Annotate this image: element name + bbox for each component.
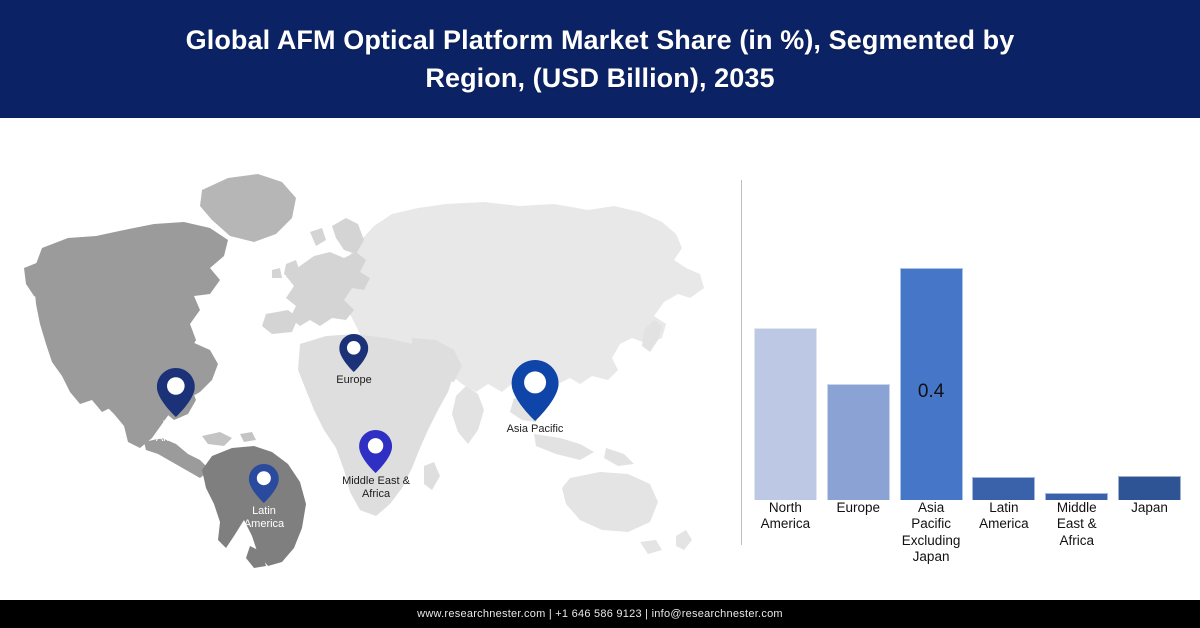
map-marker-latin-america[interactable]: Latin America xyxy=(244,464,284,531)
region-india xyxy=(452,386,484,444)
region-iberia xyxy=(262,310,298,334)
map-marker-asia-pacific[interactable]: Asia Pacific xyxy=(506,360,564,436)
region-south-america xyxy=(202,446,306,566)
region-middle-east xyxy=(412,338,462,382)
map-pin-icon xyxy=(339,334,369,372)
y-axis-line xyxy=(741,180,742,545)
map-marker-label: Latin America xyxy=(243,505,285,530)
footer-bar: www.researchnester.com | +1 646 586 9123… xyxy=(0,600,1200,628)
footer-contact-text: www.researchnester.com | +1 646 586 9123… xyxy=(417,608,783,620)
bar-chart-panel: 0.4 North America Europe xyxy=(720,118,1200,600)
page-title: Global AFM Optical Platform Market Share… xyxy=(185,24,1015,93)
bar-middle-east-africa[interactable] xyxy=(1045,493,1109,500)
x-label-japan: Japan xyxy=(1131,500,1168,515)
map-marker-label: Middle East & Africa xyxy=(342,475,410,500)
bar-north-america[interactable] xyxy=(753,328,817,500)
region-madagascar xyxy=(424,462,440,490)
region-new-zealand xyxy=(676,530,692,550)
content-area: North America Europe Latin America xyxy=(0,118,1200,600)
bar-asia-pacific-excluding-japan[interactable]: 0.4 xyxy=(899,268,963,500)
chart-plot-area: 0.4 North America Europe xyxy=(741,180,1186,564)
region-europe xyxy=(286,252,370,326)
region-central-america xyxy=(144,438,210,478)
x-label-latin-america: Latin America xyxy=(979,500,1029,532)
bar-slot-europe xyxy=(822,243,895,500)
region-uk xyxy=(272,260,300,280)
map-marker-middle-east-africa[interactable]: Middle East & Africa xyxy=(342,430,410,501)
x-label-europe: Europe xyxy=(836,500,881,515)
world-map-svg xyxy=(24,174,704,568)
bar-slot-asia-pacific: 0.4 xyxy=(895,243,968,500)
map-marker-north-america[interactable]: North America xyxy=(156,368,196,445)
region-africa xyxy=(298,334,454,516)
map-pin-icon xyxy=(249,464,279,503)
region-japan xyxy=(642,320,662,352)
map-pin-icon xyxy=(359,430,393,473)
region-usa-mexico xyxy=(86,340,218,448)
bar-group: 0.4 xyxy=(749,243,1186,500)
map-marker-label: Europe xyxy=(336,374,372,386)
bar-slot-japan xyxy=(1113,243,1186,500)
region-alaska xyxy=(24,260,72,306)
region-patagonia xyxy=(246,546,266,568)
region-greenland xyxy=(200,174,296,242)
bar-slot-latin-america xyxy=(967,243,1040,500)
map-pin-icon xyxy=(157,368,195,417)
map-marker-europe[interactable]: Europe xyxy=(336,334,372,387)
region-caribbean xyxy=(202,432,256,446)
bar-slot-north-america xyxy=(749,243,822,500)
map-marker-label: North America xyxy=(155,419,197,444)
map-panel: North America Europe Latin America xyxy=(0,118,720,600)
x-label-middle-east-africa: Middle East & Africa xyxy=(1056,500,1097,548)
x-label-asia-pacific: Asia Pacific Excluding Japan xyxy=(901,500,961,565)
header-banner: Global AFM Optical Platform Market Share… xyxy=(0,0,1200,118)
bar-latin-america[interactable] xyxy=(972,477,1036,500)
x-axis-labels: North America Europe Asia Pacific Exclud… xyxy=(749,500,1186,566)
x-label-north-america: North America xyxy=(760,500,811,532)
bar-japan[interactable] xyxy=(1118,476,1182,500)
bar-value-label: 0.4 xyxy=(917,381,945,402)
bar-europe[interactable] xyxy=(826,384,890,500)
map-pin-icon xyxy=(511,360,559,421)
bar-slot-middle-east-africa xyxy=(1040,243,1113,500)
region-australia xyxy=(562,472,662,554)
region-scandinavia xyxy=(310,218,364,254)
map-marker-label: Asia Pacific xyxy=(506,423,564,435)
